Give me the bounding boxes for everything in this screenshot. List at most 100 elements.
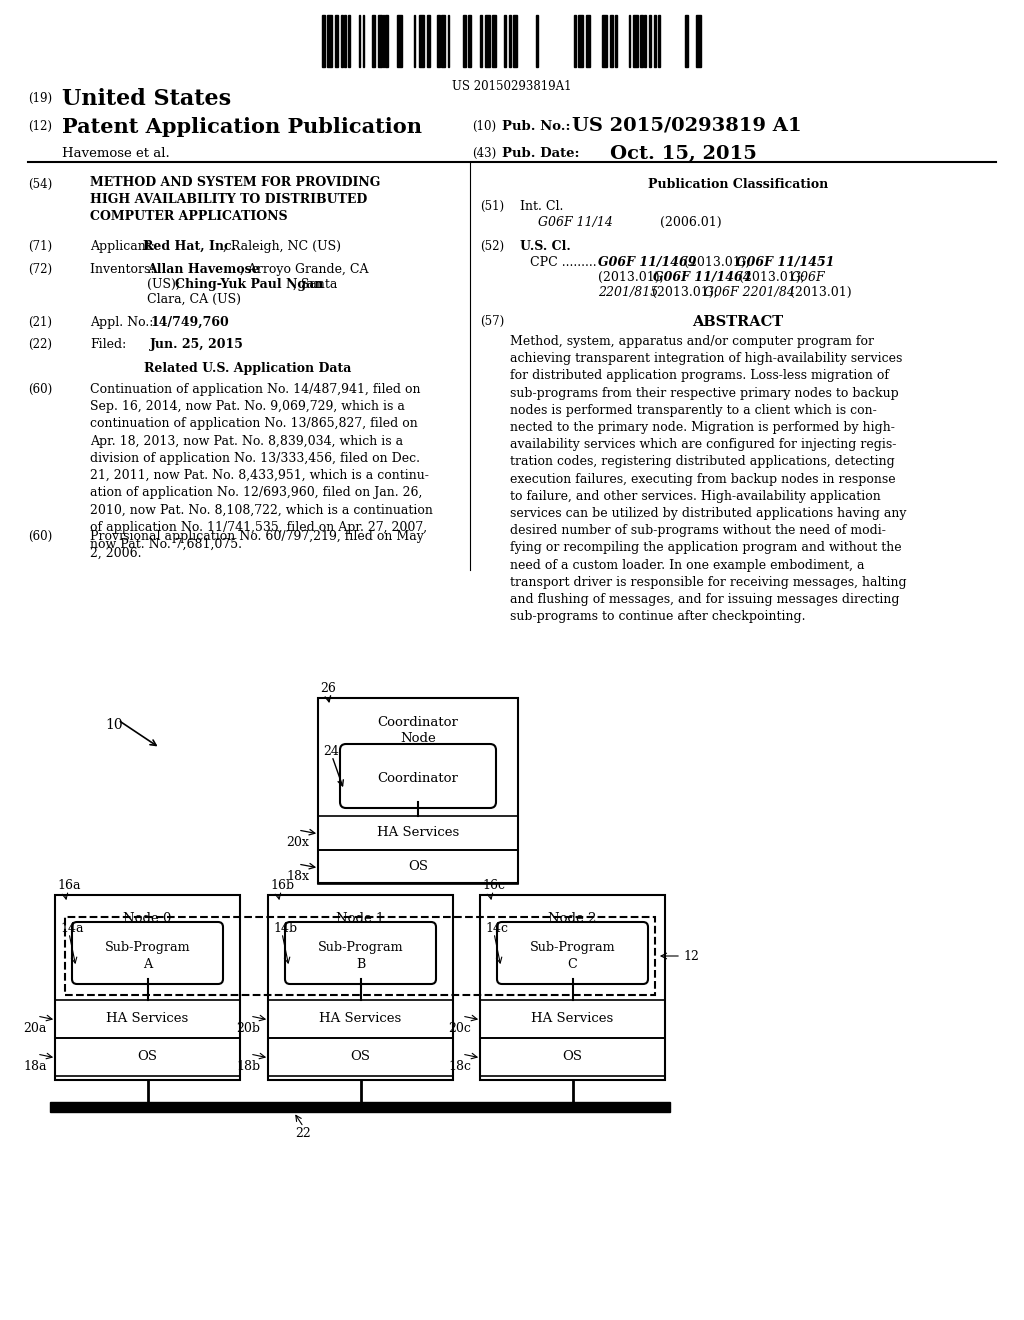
Bar bbox=[468, 15, 471, 67]
Text: , Santa: , Santa bbox=[293, 279, 337, 290]
Text: Pub. No.:: Pub. No.: bbox=[502, 120, 575, 133]
Text: 14a: 14a bbox=[60, 921, 84, 935]
Text: Havemose et al.: Havemose et al. bbox=[62, 147, 170, 160]
Text: Sub-Program
A: Sub-Program A bbox=[104, 941, 190, 970]
Text: G06F 11/1469: G06F 11/1469 bbox=[598, 256, 696, 269]
Bar bbox=[335, 15, 338, 67]
Bar bbox=[644, 15, 646, 67]
Text: G06F 11/14: G06F 11/14 bbox=[538, 216, 613, 228]
Text: Patent Application Publication: Patent Application Publication bbox=[62, 117, 422, 137]
Text: OS: OS bbox=[350, 1051, 371, 1064]
Text: 18c: 18c bbox=[449, 1060, 471, 1073]
Text: Related U.S. Application Data: Related U.S. Application Data bbox=[144, 362, 351, 375]
Text: US 20150293819A1: US 20150293819A1 bbox=[453, 81, 571, 92]
Bar bbox=[578, 15, 583, 67]
Text: (21): (21) bbox=[28, 315, 52, 329]
Bar bbox=[397, 15, 402, 67]
Bar bbox=[685, 15, 688, 67]
Text: Coordinator: Coordinator bbox=[378, 772, 459, 785]
Text: 20c: 20c bbox=[449, 1022, 471, 1035]
Text: (US);: (US); bbox=[147, 279, 184, 290]
Text: Allan Havemose: Allan Havemose bbox=[147, 263, 260, 276]
Text: Inventors:: Inventors: bbox=[90, 263, 159, 276]
Text: Clara, CA (US): Clara, CA (US) bbox=[147, 293, 241, 306]
Text: Node 2: Node 2 bbox=[548, 912, 597, 925]
Text: HA Services: HA Services bbox=[531, 1012, 613, 1026]
Bar bbox=[344, 15, 346, 67]
Text: (60): (60) bbox=[28, 531, 52, 543]
Bar bbox=[341, 15, 343, 67]
Text: HA Services: HA Services bbox=[319, 1012, 401, 1026]
Text: G06F 2201/84: G06F 2201/84 bbox=[705, 286, 795, 300]
Text: OS: OS bbox=[137, 1051, 158, 1064]
Text: Method, system, apparatus and/or computer program for
achieving transparent inte: Method, system, apparatus and/or compute… bbox=[510, 335, 906, 623]
Bar bbox=[55, 1038, 240, 1076]
Text: 18a: 18a bbox=[23, 1060, 46, 1073]
Text: G06F 11/1464: G06F 11/1464 bbox=[653, 271, 752, 284]
Text: (2013.01);: (2013.01); bbox=[680, 256, 754, 269]
Text: (72): (72) bbox=[28, 263, 52, 276]
Bar bbox=[485, 15, 490, 67]
Text: 26: 26 bbox=[319, 682, 336, 696]
Bar bbox=[268, 1001, 453, 1038]
Text: OS: OS bbox=[562, 1051, 583, 1064]
Text: (57): (57) bbox=[480, 315, 504, 327]
Text: METHOD AND SYSTEM FOR PROVIDING
HIGH AVAILABILITY TO DISTRIBUTED
COMPUTER APPLIC: METHOD AND SYSTEM FOR PROVIDING HIGH AVA… bbox=[90, 176, 380, 223]
Text: Publication Classification: Publication Classification bbox=[648, 178, 828, 191]
Text: (2013.01): (2013.01) bbox=[786, 286, 852, 300]
Text: Filed:: Filed: bbox=[90, 338, 126, 351]
Text: (2013.01);: (2013.01); bbox=[735, 271, 809, 284]
Text: Appl. No.:: Appl. No.: bbox=[90, 315, 154, 329]
Text: 20a: 20a bbox=[23, 1022, 46, 1035]
Text: (2013.01);: (2013.01); bbox=[648, 286, 722, 300]
Text: (19): (19) bbox=[28, 92, 52, 106]
Text: 14/749,760: 14/749,760 bbox=[150, 315, 228, 329]
Text: , Raleigh, NC (US): , Raleigh, NC (US) bbox=[223, 240, 341, 253]
Bar bbox=[55, 1001, 240, 1038]
Bar bbox=[480, 1038, 665, 1076]
Text: 16b: 16b bbox=[270, 879, 294, 892]
Bar bbox=[480, 15, 482, 67]
Bar bbox=[633, 15, 638, 67]
Bar bbox=[322, 15, 325, 67]
Bar bbox=[65, 917, 655, 995]
Text: 14b: 14b bbox=[273, 921, 297, 935]
Bar bbox=[480, 895, 665, 1080]
Bar bbox=[513, 15, 517, 67]
Text: G06F 11/1451: G06F 11/1451 bbox=[736, 256, 835, 269]
Text: G06F: G06F bbox=[791, 271, 825, 284]
Text: Node 0: Node 0 bbox=[123, 912, 172, 925]
Bar bbox=[268, 1038, 453, 1076]
Text: (12): (12) bbox=[28, 120, 52, 133]
Bar bbox=[437, 15, 440, 67]
Bar bbox=[318, 816, 518, 850]
Text: Red Hat, Inc.: Red Hat, Inc. bbox=[143, 240, 236, 253]
Text: HA Services: HA Services bbox=[377, 826, 459, 840]
Text: Applicant:: Applicant: bbox=[90, 240, 159, 253]
Bar bbox=[536, 15, 538, 67]
Text: Oct. 15, 2015: Oct. 15, 2015 bbox=[610, 145, 757, 162]
Bar bbox=[574, 15, 575, 67]
Text: United States: United States bbox=[62, 88, 231, 110]
Text: Sub-Program
C: Sub-Program C bbox=[529, 941, 615, 970]
Bar bbox=[509, 15, 511, 67]
Text: 22: 22 bbox=[296, 1127, 311, 1140]
Bar bbox=[602, 15, 607, 67]
Text: Provisional application No. 60/797,219, filed on May
2, 2006.: Provisional application No. 60/797,219, … bbox=[90, 531, 424, 560]
Bar bbox=[610, 15, 613, 67]
Bar bbox=[427, 15, 430, 67]
Text: , Arroyo Grande, CA: , Arroyo Grande, CA bbox=[240, 263, 369, 276]
Text: 2201/815: 2201/815 bbox=[598, 286, 658, 300]
Bar bbox=[318, 698, 518, 883]
Text: (22): (22) bbox=[28, 338, 52, 351]
Text: 18x: 18x bbox=[286, 870, 309, 883]
Bar bbox=[385, 15, 388, 67]
Text: Coordinator
Node: Coordinator Node bbox=[378, 715, 459, 744]
Bar bbox=[586, 15, 590, 67]
Text: (54): (54) bbox=[28, 178, 52, 191]
Text: (51): (51) bbox=[480, 201, 504, 213]
Bar bbox=[504, 15, 506, 67]
Bar bbox=[441, 15, 445, 67]
Text: 10: 10 bbox=[105, 718, 123, 733]
Text: 20x: 20x bbox=[286, 836, 309, 849]
